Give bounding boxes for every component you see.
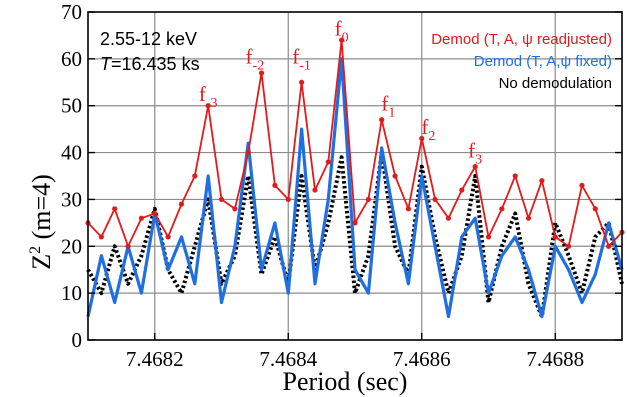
series-point	[245, 149, 251, 156]
series-point	[419, 135, 425, 142]
series-point	[98, 234, 104, 240]
x-tick-label: 7.4682	[126, 347, 184, 371]
tick-labels: 0 10 20 30 40 50 60 70 7.4682 7.4684 7.4686 7.4688	[61, 0, 584, 371]
series-point	[606, 243, 612, 249]
series-point	[445, 215, 452, 221]
series-point	[205, 103, 211, 109]
series-line	[86, 150, 624, 319]
series-point	[539, 178, 545, 184]
peak-label: f3	[468, 138, 482, 167]
series-point	[566, 243, 572, 249]
series-point	[552, 234, 558, 240]
x-tick-label: 7.4688	[526, 347, 584, 371]
series-point	[138, 215, 144, 221]
plot-frame	[87, 11, 623, 341]
y-tick-label: 10	[61, 281, 82, 305]
series-point	[392, 173, 398, 179]
series-line	[86, 57, 624, 319]
series-point	[192, 173, 198, 179]
legend-entry: Demod (T, A,ψ fixed)	[474, 53, 612, 70]
info-box: 2.55-12 keV T=16.435 ks	[100, 29, 200, 74]
series-point	[112, 206, 118, 212]
peak-label: f0	[335, 16, 349, 45]
peak-label: f1	[381, 91, 395, 120]
series-point	[379, 117, 385, 123]
series-point	[459, 187, 465, 193]
series-point	[339, 37, 345, 43]
series-point	[165, 234, 171, 240]
series-point	[592, 206, 598, 212]
series-point	[365, 196, 371, 203]
series-point	[512, 173, 518, 179]
y-tick-label: 70	[61, 0, 82, 24]
peak-label: f2	[421, 115, 435, 144]
legend-entry: Demod (T, A, ψ readjusted)	[431, 31, 612, 48]
y-tick-label: 50	[61, 94, 82, 118]
x-axis-title: Period (sec)	[283, 367, 408, 396]
y-tick-label: 40	[61, 141, 82, 165]
series-point	[472, 164, 478, 170]
series-point	[152, 210, 158, 217]
series-point	[525, 215, 532, 221]
x-tick-label: 7.4686	[393, 347, 451, 371]
peak-labels: f-3 f-2 f-1 f0 f1 f2 f3	[199, 16, 482, 167]
x-tick-label: 7.4684	[259, 347, 317, 371]
series-point	[405, 206, 411, 212]
y-tick-label: 60	[61, 47, 82, 71]
legend: Demod (T, A, ψ readjusted) Demod (T, A,ψ …	[431, 31, 612, 92]
series-point	[232, 206, 238, 212]
peak-label: f-2	[246, 45, 265, 74]
peak-label: f-3	[199, 82, 218, 111]
y-tick-label: 30	[61, 187, 82, 211]
peak-label: f-1	[292, 45, 311, 74]
series-point	[352, 220, 358, 226]
series-point	[579, 182, 585, 188]
series-point	[218, 196, 225, 203]
series-point	[432, 196, 438, 203]
series-point	[325, 159, 331, 165]
series-point	[312, 187, 318, 193]
exposure-label: T=16.435 ks	[100, 54, 200, 74]
energy-band-label: 2.55-12 keV	[100, 29, 197, 49]
series-point	[272, 182, 278, 188]
series-point	[258, 70, 265, 76]
y-tick-label: 20	[61, 234, 82, 258]
y-axis-title: Z2 (m=4)	[27, 174, 56, 270]
series-point	[125, 243, 131, 249]
series-point	[485, 234, 492, 240]
series-point	[499, 206, 505, 212]
y-tick-label: 0	[72, 328, 83, 352]
legend-entry: No demodulation	[499, 75, 612, 92]
series-point	[285, 196, 291, 203]
axis-ticks	[88, 11, 622, 341]
series-point	[178, 201, 185, 207]
series-point	[299, 79, 305, 85]
